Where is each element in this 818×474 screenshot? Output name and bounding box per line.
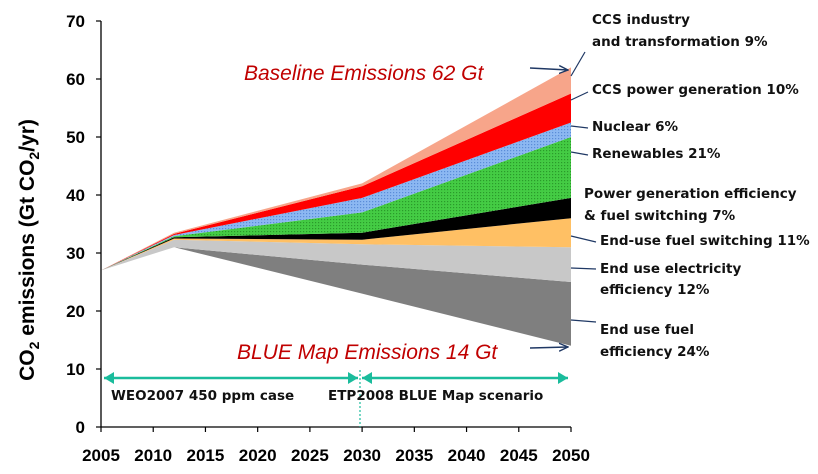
baseline-arrow — [529, 68, 568, 70]
leader-renewables — [570, 151, 589, 156]
annot-renewables: Renewables 21% — [592, 146, 721, 162]
annot-power-gen-1: Power generation efficiency — [584, 186, 797, 202]
band-power-generation-efficiency-fuel-switching-7 — [101, 197, 571, 271]
blue-map-label: BLUE Map Emissions 14 Gt — [237, 341, 498, 364]
blue-map-arrow — [529, 347, 568, 348]
period-label-weo: WEO2007 450 ppm case — [111, 388, 294, 404]
baseline-label: Baseline Emissions 62 Gt — [244, 62, 484, 85]
y-tick-label: 20 — [66, 302, 85, 321]
x-tick-label: 2020 — [239, 446, 277, 465]
y-tick-label: 40 — [66, 186, 85, 205]
period-label-etp: ETP2008 BLUE Map scenario — [328, 388, 543, 404]
annot-power-gen-2: & fuel switching 7% — [584, 208, 736, 224]
annot-elec-eff-1: End use electricity — [600, 261, 741, 277]
x-tick-label: 2035 — [395, 446, 433, 465]
annot-nuclear: Nuclear 6% — [592, 119, 679, 135]
x-tick-label: 2025 — [291, 446, 329, 465]
annot-ccs-power: CCS power generation 10% — [592, 82, 799, 98]
leader-enduse-switch — [570, 235, 597, 243]
annot-ccs-industry-2: and transformation 9% — [592, 34, 768, 50]
y-tick-label: 60 — [66, 70, 85, 89]
y-tick-label: 0 — [76, 418, 85, 437]
leader-ccs-power — [570, 91, 589, 101]
y-tick-label: 30 — [66, 244, 85, 263]
annot-ccs-industry-1: CCS industry — [592, 12, 690, 28]
annot-enduse-switch: End-use fuel switching 11% — [600, 233, 810, 249]
band-ccs-power-generation-10 — [101, 93, 571, 271]
leader-fuel-eff — [570, 319, 597, 323]
band-renewables-21 — [101, 137, 571, 271]
leader-ccs-industry — [570, 51, 586, 77]
x-tick-label: 2010 — [134, 446, 172, 465]
leader-elec-eff — [570, 267, 597, 270]
x-tick-label: 2040 — [448, 446, 486, 465]
annot-fuel-eff-2: efficiency 24% — [600, 344, 710, 360]
y-tick-label: 10 — [66, 360, 85, 379]
band-end-use-fuel-efficiency-24 — [101, 247, 571, 346]
leader-nuclear — [570, 125, 589, 129]
y-axis-label: CO2 emissions (Gt CO2/yr) — [16, 119, 42, 381]
x-tick-label: 2005 — [82, 446, 120, 465]
x-tick-label: 2050 — [552, 446, 590, 465]
area-bands — [101, 67, 571, 346]
y-tick-label: 70 — [66, 12, 85, 31]
x-tick-label: 2030 — [343, 446, 381, 465]
band-end-use-electricity-efficiency-12 — [101, 239, 571, 282]
annot-elec-eff-2: efficiency 12% — [600, 282, 710, 298]
x-tick-label: 2015 — [187, 446, 225, 465]
annot-fuel-eff-1: End use fuel — [600, 322, 694, 338]
band-end-use-fuel-switching-11 — [101, 218, 571, 271]
y-tick-label: 50 — [66, 128, 85, 147]
axes — [96, 20, 572, 432]
x-tick-label: 2045 — [500, 446, 538, 465]
